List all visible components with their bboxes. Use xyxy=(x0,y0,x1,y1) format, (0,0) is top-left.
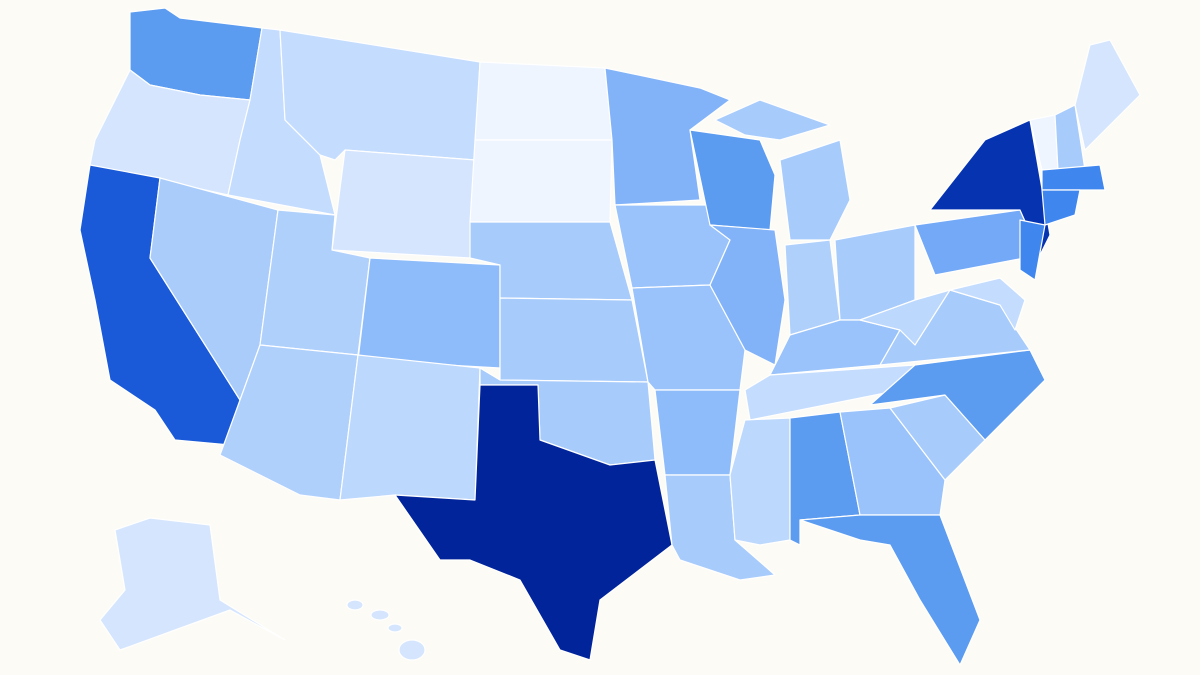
state-region xyxy=(1041,164,1106,191)
state-region xyxy=(394,384,673,661)
state-region xyxy=(1019,219,1046,281)
state-region xyxy=(654,389,741,476)
state-region xyxy=(357,257,501,369)
state-region xyxy=(714,99,831,141)
state-region xyxy=(604,67,731,206)
island xyxy=(346,599,364,611)
state-region xyxy=(839,407,946,516)
state-region xyxy=(949,277,1026,331)
state-region xyxy=(859,289,951,346)
state-region xyxy=(99,517,286,651)
state-region xyxy=(469,139,613,223)
state-region xyxy=(331,149,476,259)
state-region xyxy=(1074,39,1141,151)
island xyxy=(398,639,426,661)
island xyxy=(370,609,390,621)
state-region xyxy=(799,514,981,666)
island xyxy=(387,623,403,633)
state-region xyxy=(689,129,776,231)
state-region xyxy=(779,139,851,241)
state-region xyxy=(929,119,1051,256)
state-region xyxy=(499,297,649,383)
state-region xyxy=(1041,189,1081,226)
state-region xyxy=(709,224,786,366)
state-region xyxy=(784,239,841,336)
state-region xyxy=(474,61,613,141)
state-region xyxy=(339,354,481,501)
